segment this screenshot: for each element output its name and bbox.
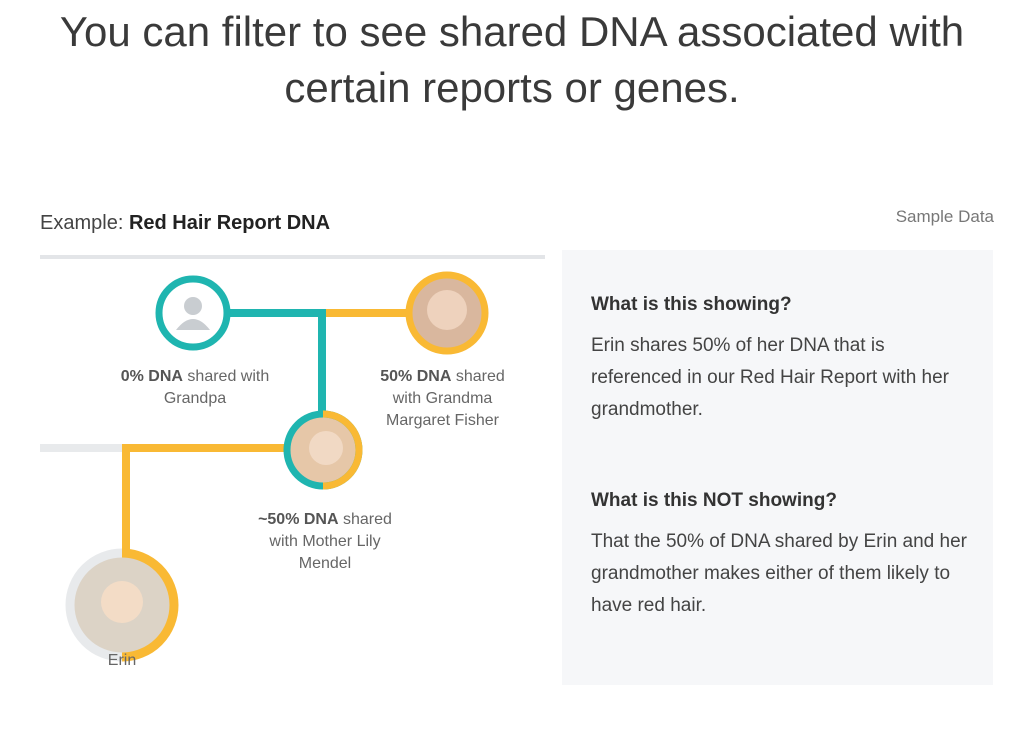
share: 0% DNA [120, 368, 183, 385]
title-line: You can filter to see shared DNA associa… [59, 8, 965, 55]
title-line: certain reports or genes. [284, 64, 740, 111]
example-heading: Example: Red Hair Report DNA [40, 212, 330, 235]
label: shared with Mother Lily Mendel [269, 511, 392, 572]
example-prefix: Example: [40, 212, 124, 234]
grandma-node [405, 271, 489, 355]
panel-text: Erin shares 50% of her DNA that is refer… [591, 335, 950, 420]
node-label: ~50% DNA shared with Mother Lily Mendel [245, 509, 405, 575]
sample-note: Sample Data [895, 207, 994, 226]
mother-node [283, 410, 363, 490]
example-report: Red Hair Report DNA [128, 212, 331, 234]
link [122, 444, 286, 555]
erin-node [65, 548, 179, 662]
node-label: 50% DNA shared with Grandma Margaret Fis… [365, 366, 520, 432]
label: Erin [107, 652, 137, 669]
tree-diagram [40, 255, 545, 662]
panel-section: What is this showing? Erin shares 50% of… [591, 294, 976, 426]
node-label: 0% DNA shared with Grandpa [115, 366, 275, 410]
label: shared with Grandpa [163, 368, 270, 407]
info-panel: What is this showing? Erin shares 50% of… [562, 250, 993, 685]
node-label: Erin [72, 650, 172, 672]
panel-heading: What is this showing? [591, 294, 792, 315]
panel-text: That the 50% of DNA shared by Erin and h… [591, 531, 967, 616]
panel-section: What is this NOT showing? That the 50% o… [591, 490, 976, 622]
label: shared with Grandma Margaret Fisher [386, 368, 505, 429]
share: 50% DNA [380, 368, 452, 385]
grandpa-node [155, 275, 231, 351]
share: ~50% DNA [258, 511, 339, 528]
link [229, 309, 326, 415]
panel-heading: What is this NOT showing? [591, 490, 837, 511]
